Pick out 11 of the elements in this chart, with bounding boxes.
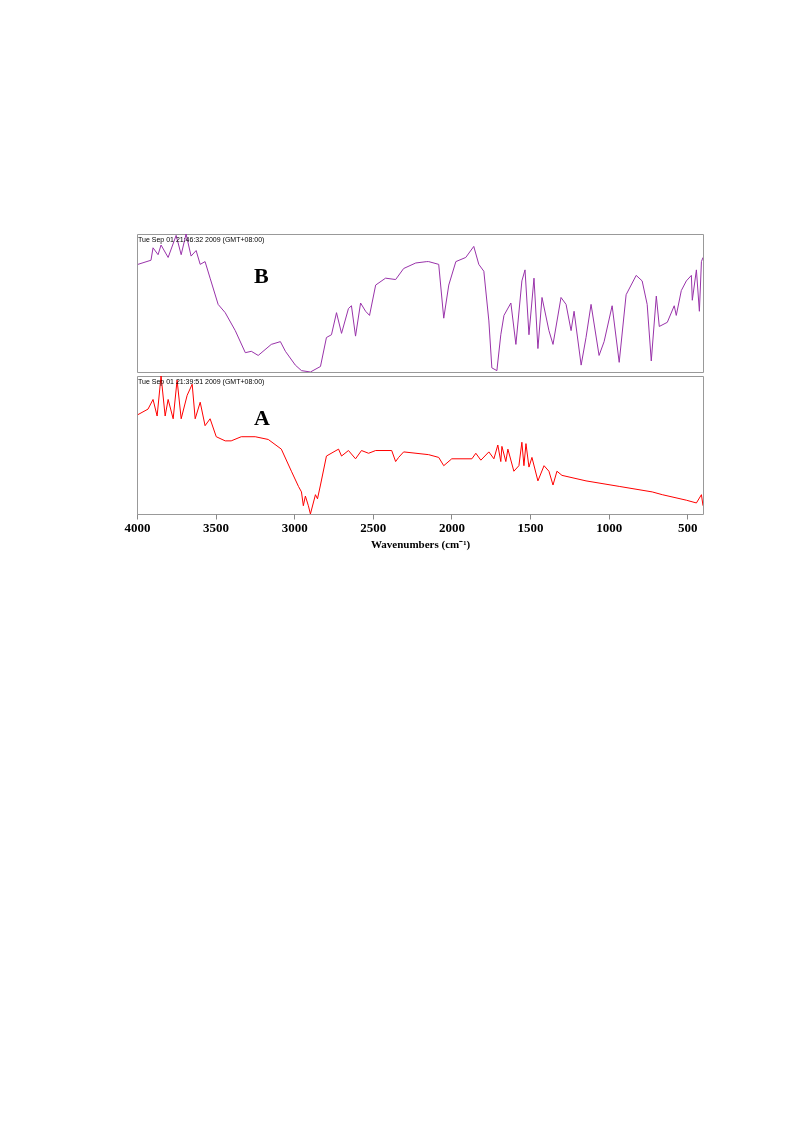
annotation: B [254,263,269,288]
x-tick-label: 500 [678,519,698,535]
x-tick-label: 1500 [517,519,544,535]
x-tick-label: 2000 [438,519,465,535]
x-axis-title: Wavenumbers (cm⁻¹) [370,537,471,551]
x-tick-label: 4000 [124,519,151,535]
x-tick-label: 2500 [360,519,387,535]
x-tick-label: 3000 [281,519,308,535]
annotation: A [254,405,270,430]
x-tick-label: 1000 [596,519,623,535]
x-tick-label: 3500 [203,519,230,535]
